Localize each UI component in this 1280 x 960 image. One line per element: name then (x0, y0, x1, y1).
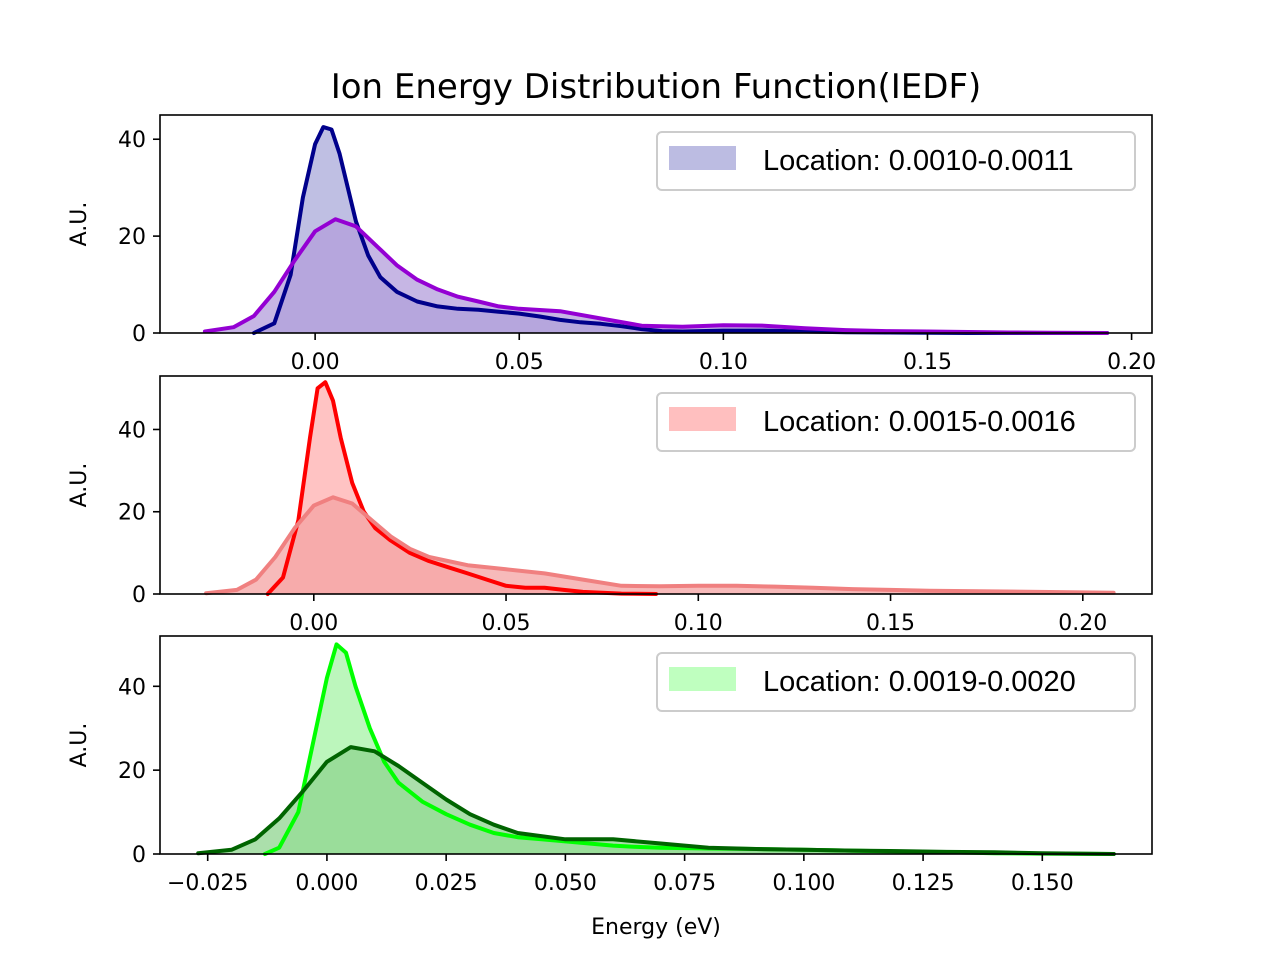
panel-1-series-2-line (202, 217, 1110, 335)
chart-title: Ion Energy Distribution Function(IEDF) (331, 67, 982, 107)
panel-3-legend: Location: 0.0019-0.0020 (656, 652, 1136, 712)
panel-1-xtick-label: 0.15 (903, 350, 952, 375)
panel-3-xtick-label: −0.025 (167, 871, 248, 896)
panel-3-xtick-label: 0.075 (653, 871, 716, 896)
panel-3-series-2-line (196, 745, 1116, 856)
panel-2-series-1-line (265, 380, 658, 596)
legend-swatch (669, 667, 736, 691)
panel-2-ytick-label: 40 (118, 418, 146, 443)
panel-2-series-2-fill (206, 497, 1114, 594)
panel-3: −0.025 0.000 0.025 0.050 0.075 0.100 0.125 0.15… (67, 635, 1153, 940)
panel-2-series-2-line (204, 495, 1116, 596)
panel-2-ytick-label: 20 (118, 501, 146, 526)
panel-2-xtick-label: 0.20 (1058, 611, 1107, 636)
panel-3-ytick-label: 20 (118, 759, 146, 784)
legend-label: Location: 0.0019-0.0020 (763, 666, 1076, 698)
panel-1-xtick-label: 0.05 (495, 350, 544, 375)
panel-1-xtick-label: 0.00 (291, 350, 340, 375)
panel-3-xtick-label: 0.125 (892, 871, 955, 896)
panel-1-xtick-label: 0.10 (699, 350, 748, 375)
panel-1-ytick-label: 40 (118, 128, 146, 153)
panel-3-ylabel: A.U. (67, 723, 92, 768)
panels: 0.00 0.05 0.10 0.15 0.20 0 20 40 A.U. Location: 0… (67, 114, 1156, 940)
legend-box (656, 392, 1136, 452)
panel-3-series-2-fill (198, 747, 1114, 854)
panel-3-xtick-label: 0.150 (1011, 871, 1074, 896)
legend-label: Location: 0.0010-0.0011 (763, 145, 1074, 177)
panel-1-legend: Location: 0.0010-0.0011 (656, 131, 1136, 191)
panel-3-frame (159, 635, 1153, 855)
panel-2-xtick-label: 0.10 (674, 611, 723, 636)
panel-2-ytick-label: 0 (132, 583, 146, 608)
panel-3-xtick-label: 0.050 (534, 871, 597, 896)
panel-3-xtick-label: 0.000 (295, 871, 358, 896)
legend-label: Location: 0.0015-0.0016 (763, 406, 1076, 438)
legend-swatch (669, 407, 736, 431)
panel-1-frame (159, 114, 1153, 334)
panel-2-legend: Location: 0.0015-0.0016 (656, 392, 1136, 452)
panel-2-xtick-label: 0.05 (482, 611, 531, 636)
panel-3-xtick-label: 0.025 (415, 871, 478, 896)
panel-1-ytick-label: 0 (132, 322, 146, 347)
panel-1-xtick-label: 0.20 (1107, 350, 1156, 375)
panel-1-ylabel: A.U. (67, 202, 92, 247)
panel-3-ytick-label: 0 (132, 843, 146, 868)
legend-box (656, 131, 1136, 191)
panel-1: 0.00 0.05 0.10 0.15 0.20 0 20 40 A.U. Location: 0… (67, 114, 1156, 375)
legend-box (656, 652, 1136, 712)
panel-2: 0.00 0.05 0.10 0.15 0.20 0 20 40 A.U. Location: 0… (67, 375, 1153, 636)
panel-2-frame (159, 375, 1153, 595)
panel-3-xlabel: Energy (eV) (591, 915, 721, 940)
panel-3-ytick-label: 40 (118, 675, 146, 700)
panel-1-ytick-label: 20 (118, 225, 146, 250)
legend-swatch (669, 146, 736, 170)
panel-2-xtick-label: 0.00 (289, 611, 338, 636)
panel-2-xtick-label: 0.15 (866, 611, 915, 636)
panel-2-ylabel: A.U. (67, 463, 92, 508)
panel-3-xtick-label: 0.100 (772, 871, 835, 896)
